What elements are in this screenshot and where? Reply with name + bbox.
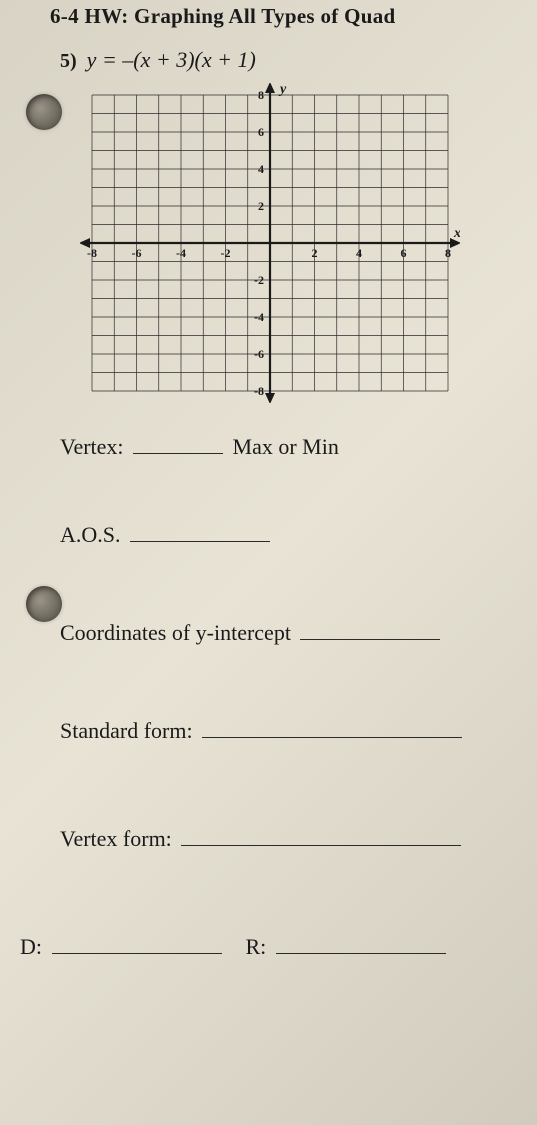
svg-text:8: 8	[445, 246, 451, 260]
standard-form-field: Standard form:	[60, 716, 517, 744]
domain-range-row: D: R:	[20, 932, 517, 960]
aos-label: A.O.S.	[60, 522, 121, 547]
vertex-blank[interactable]	[133, 432, 223, 454]
aos-field: A.O.S.	[60, 520, 517, 548]
problem-number: 5)	[60, 50, 77, 73]
yintercept-field: Coordinates of y-intercept	[60, 618, 517, 646]
problem-row: 5) y = –(x + 3)(x + 1)	[60, 47, 517, 73]
page-title: 6-4 HW: Graphing All Types of Quad	[50, 4, 517, 29]
standard-form-blank[interactable]	[202, 716, 462, 738]
worksheet-page: 6-4 HW: Graphing All Types of Quad 5) y …	[0, 4, 537, 980]
yintercept-label: Coordinates of y-intercept	[60, 620, 291, 645]
vertex-form-label: Vertex form:	[60, 826, 172, 851]
svg-text:-2: -2	[221, 246, 231, 260]
max-min-label: Max or Min	[233, 434, 339, 459]
svg-text:-8: -8	[87, 246, 97, 260]
range-field: R:	[246, 932, 450, 960]
aos-blank[interactable]	[130, 520, 270, 542]
svg-text:x: x	[453, 226, 460, 241]
standard-form-label: Standard form:	[60, 718, 193, 743]
vertex-form-field: Vertex form:	[60, 824, 517, 852]
range-blank[interactable]	[276, 932, 446, 954]
punch-hole	[26, 94, 62, 130]
svg-text:8: 8	[258, 88, 264, 102]
domain-label: D:	[20, 934, 42, 959]
grid-svg: -8-6-4-22468-8-6-4-22468xy	[80, 83, 460, 403]
svg-text:6: 6	[401, 246, 407, 260]
domain-blank[interactable]	[52, 932, 222, 954]
svg-text:6: 6	[258, 125, 264, 139]
coordinate-grid: -8-6-4-22468-8-6-4-22468xy	[80, 83, 517, 408]
yintercept-blank[interactable]	[300, 618, 440, 640]
svg-text:2: 2	[312, 246, 318, 260]
vertex-field: Vertex: Max or Min	[60, 432, 517, 460]
svg-text:2: 2	[258, 199, 264, 213]
problem-equation: y = –(x + 3)(x + 1)	[87, 47, 256, 73]
domain-field: D:	[20, 932, 226, 960]
svg-text:-6: -6	[132, 246, 142, 260]
vertex-label: Vertex:	[60, 434, 124, 459]
svg-text:4: 4	[356, 246, 362, 260]
vertex-form-blank[interactable]	[181, 824, 461, 846]
svg-text:-4: -4	[254, 310, 264, 324]
svg-text:-8: -8	[254, 384, 264, 398]
svg-text:-6: -6	[254, 347, 264, 361]
svg-text:y: y	[278, 83, 287, 97]
range-label: R:	[246, 934, 267, 959]
punch-hole	[26, 586, 62, 622]
svg-text:4: 4	[258, 162, 264, 176]
svg-text:-4: -4	[176, 246, 186, 260]
svg-text:-2: -2	[254, 273, 264, 287]
